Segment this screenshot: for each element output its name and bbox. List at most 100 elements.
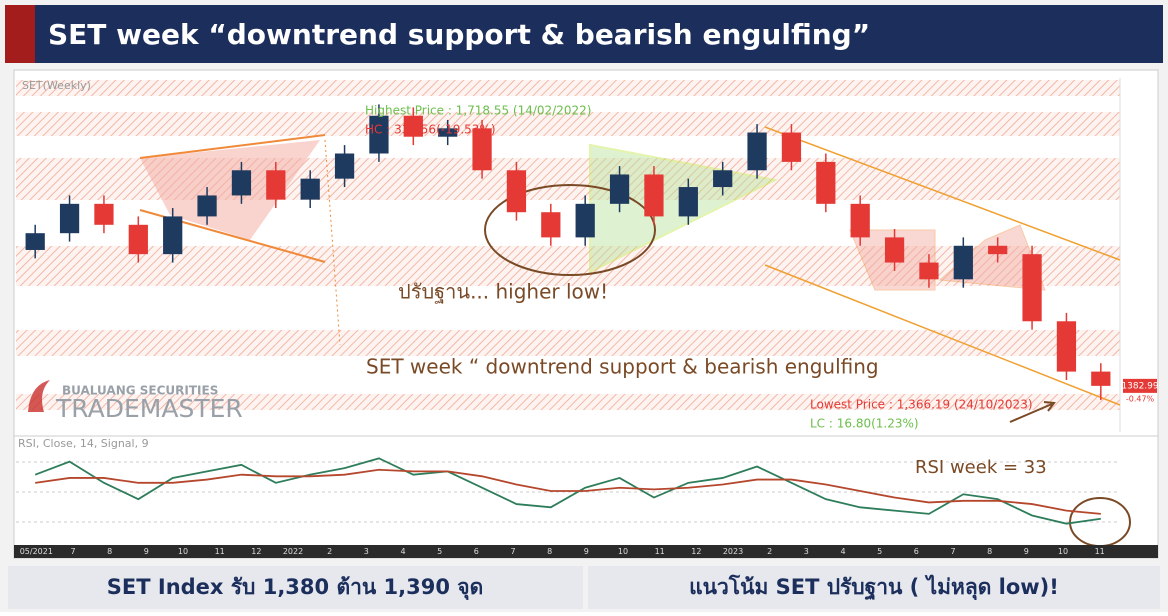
- channel-bottom: [764, 264, 1121, 406]
- annotation: LC : 16.80(1.23%): [810, 417, 919, 431]
- price-badge: [1123, 378, 1157, 393]
- candle-body: [747, 132, 767, 171]
- candle-body: [197, 195, 217, 217]
- price-badge-label: 1382.99: [1121, 381, 1158, 391]
- candle-body: [541, 212, 561, 238]
- candle-body: [25, 233, 45, 250]
- x-tick-label: 10: [618, 547, 628, 556]
- candle-body: [163, 216, 183, 255]
- candle-body: [953, 245, 973, 280]
- candle-body: [266, 170, 286, 200]
- arrow: [1009, 401, 1056, 423]
- candle-body: [678, 187, 698, 217]
- rsi-line: [35, 468, 1101, 515]
- pattern-shape: [140, 140, 320, 240]
- candle-body: [231, 170, 252, 196]
- trendline: [139, 134, 326, 159]
- candle-body: [713, 170, 733, 188]
- x-tick-label: 9: [584, 547, 589, 556]
- x-tick-label: 2: [767, 547, 772, 556]
- annotation: Highest Price : 1,718.55 (14/02/2022): [365, 104, 591, 118]
- x-tick-label: 4: [400, 547, 405, 556]
- candle-body: [1022, 254, 1042, 322]
- logo-company: BUALUANG SECURITIES: [62, 384, 218, 398]
- x-tick-label: 12: [691, 547, 701, 556]
- rsi-line: [34, 457, 1101, 525]
- x-tick-label: 5: [437, 547, 442, 556]
- chart-title: SET(Weekly): [22, 79, 91, 92]
- rsi-label: RSI week = 33: [915, 457, 1047, 478]
- x-tick-label: 2: [327, 547, 332, 556]
- logo-brand: TRADEMASTER: [55, 394, 243, 423]
- x-tick-label: 05/2021: [20, 547, 53, 556]
- candle-body: [816, 161, 836, 204]
- date-axis: [14, 545, 1158, 558]
- candle-body: [575, 203, 595, 238]
- candle-body: [334, 153, 355, 179]
- candle-body: [94, 203, 114, 225]
- x-tick-label: 10: [1058, 547, 1068, 556]
- candle-body: [988, 245, 1008, 255]
- candle-body: [850, 203, 870, 238]
- title: SET week “downtrend support & bearish en…: [48, 18, 870, 51]
- x-tick-label: 3: [364, 547, 369, 556]
- footer-right: แนวโน้ม SET ปรับฐาน ( ไม่หลุด low)!: [689, 574, 1059, 601]
- x-tick-label: 11: [215, 547, 225, 556]
- footer-box: [588, 566, 1160, 609]
- footer-box: [8, 566, 583, 609]
- x-tick-label: 11: [1095, 547, 1105, 556]
- annotation: ปรับฐาน... higher low!: [398, 280, 608, 304]
- title-accent: [5, 5, 35, 63]
- trendline: [324, 139, 341, 346]
- x-tick-label: 8: [547, 547, 552, 556]
- candle-body: [1056, 321, 1077, 372]
- candle-body: [59, 203, 80, 234]
- x-tick-label: 6: [914, 547, 919, 556]
- x-tick-label: 3: [804, 547, 809, 556]
- x-tick-label: 2023: [723, 547, 743, 556]
- logo-mark: [28, 380, 50, 412]
- highlight-circle: [484, 184, 656, 276]
- candle-body: [403, 115, 423, 137]
- x-tick-label: 2022: [283, 547, 303, 556]
- chart-panel: [13, 69, 1159, 559]
- x-tick-label: 11: [655, 547, 665, 556]
- candle-body: [128, 224, 148, 255]
- zone: [16, 394, 1120, 410]
- annotation: HC : 336.56(-19.53%): [365, 123, 496, 137]
- x-tick-label: 7: [70, 547, 75, 556]
- x-tick-label: 7: [510, 547, 515, 556]
- x-tick-label: 10: [178, 547, 188, 556]
- x-tick-label: 9: [144, 547, 149, 556]
- candle-body: [644, 174, 664, 217]
- candle-body: [1091, 371, 1111, 386]
- rsi-title: RSI, Close, 14, Signal, 9: [18, 437, 149, 450]
- x-tick-label: 9: [1024, 547, 1029, 556]
- footer-left: SET Index รับ 1,380 ต้าน 1,390 จุด: [107, 575, 483, 601]
- x-tick-label: 8: [987, 547, 992, 556]
- candle-body: [884, 237, 905, 263]
- candle-body: [506, 170, 527, 213]
- x-tick-label: 5: [877, 547, 882, 556]
- x-tick-label: 6: [474, 547, 479, 556]
- zone: [16, 80, 1120, 96]
- annotation: SET week “ downtrend support & bearish e…: [366, 355, 879, 379]
- price-change-label: -0.47%: [1126, 394, 1155, 403]
- candles: [25, 104, 1111, 400]
- candle-body: [300, 178, 320, 200]
- candle-body: [919, 262, 939, 280]
- x-tick-label: 8: [107, 547, 112, 556]
- zone: [16, 330, 1120, 356]
- candle-body: [438, 128, 458, 137]
- annotation: Lowest Price : 1,366.19 (24/10/2023): [810, 398, 1033, 412]
- x-tick-label: 12: [251, 547, 261, 556]
- channel-top: [764, 126, 1121, 261]
- candle-body: [609, 174, 630, 204]
- candle-body: [781, 132, 802, 162]
- x-tick-label: 4: [840, 547, 845, 556]
- x-tick-label: 7: [950, 547, 955, 556]
- candle-body: [472, 128, 492, 171]
- candle-body: [369, 115, 389, 154]
- title-bar: [5, 5, 1163, 63]
